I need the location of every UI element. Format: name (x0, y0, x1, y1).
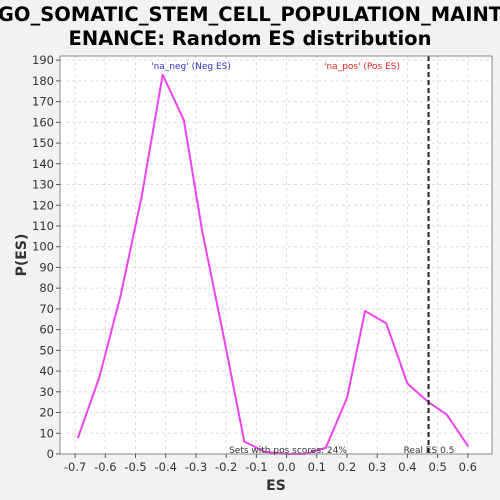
y-tick-label: 190 (32, 53, 54, 67)
y-tick-label: 130 (32, 178, 54, 192)
x-tick-label: 0.5 (428, 460, 446, 474)
x-tick-label: 0.3 (368, 460, 386, 474)
plot-area (60, 56, 492, 454)
y-tick-label: 100 (32, 240, 54, 254)
grid-lines (60, 56, 492, 455)
data-point (243, 440, 246, 443)
chart-title-line-2: ENANCE: Random ES distribution (69, 27, 432, 50)
y-tick-label: 170 (32, 95, 54, 109)
y-tick-label: 160 (32, 115, 54, 129)
data-point (406, 382, 409, 385)
data-point (161, 73, 164, 76)
y-tick-label: 90 (39, 260, 54, 274)
series-layer (77, 73, 469, 455)
data-point (264, 450, 267, 453)
y-tick-label: 10 (39, 426, 54, 440)
y-tick-label: 150 (32, 136, 54, 150)
data-point (140, 195, 143, 198)
pos-scores-note: Sets with pos scores: 24% (229, 446, 347, 456)
data-point (385, 322, 388, 325)
x-tick-label: 0.2 (338, 460, 356, 474)
x-tick-label: -0.4 (155, 460, 177, 474)
x-tick-label: 0.6 (459, 460, 477, 474)
plot-border (59, 55, 493, 455)
y-tick-label: 120 (32, 198, 54, 212)
neg-es-label: 'na_neg' (Neg ES) (151, 62, 231, 72)
data-point (119, 295, 122, 298)
data-point (182, 119, 185, 122)
x-tick-label: 0.4 (398, 460, 416, 474)
y-tick-label: 40 (39, 364, 54, 378)
x-tick-label: -0.3 (185, 460, 207, 474)
x-tick-label: -0.2 (215, 460, 237, 474)
y-tick-label: 30 (39, 385, 54, 399)
y-tick-label: 80 (39, 281, 54, 295)
x-axis-label: ES (266, 478, 286, 494)
y-tick-label: 110 (32, 219, 54, 233)
es-distribution-line-0 (77, 73, 469, 455)
y-tick-label: 180 (32, 74, 54, 88)
y-axis: 0 10 20 30 40 50 60 70 80 90 100 110 120 130 140 150 160… (32, 53, 60, 461)
x-tick-label: -0.6 (94, 460, 116, 474)
y-tick-label: 20 (39, 406, 54, 420)
data-point (98, 376, 101, 379)
data-point (364, 309, 367, 312)
y-tick-label: 60 (39, 323, 54, 337)
real-es-label: Real ES 0.5 (404, 446, 455, 456)
data-point (466, 444, 469, 447)
x-tick-label: -0.5 (124, 460, 146, 474)
x-tick-label: 0.0 (277, 460, 295, 474)
y-tick-label: 140 (32, 157, 54, 171)
x-tick-label: 0.1 (308, 460, 326, 474)
x-tick-label: -0.1 (245, 460, 267, 474)
y-tick-label: 70 (39, 302, 54, 316)
data-point (345, 397, 348, 400)
data-point (445, 413, 448, 416)
data-point (77, 436, 80, 439)
y-tick-label: 50 (39, 343, 54, 357)
y-tick-label: 0 (47, 447, 54, 461)
data-point (324, 446, 327, 449)
x-axis: -0.7 -0.6 -0.5 -0.4 -0.3 -0.2 -0.1 0.0 0.1 0.2 0.3… (64, 454, 477, 474)
data-point (222, 332, 225, 335)
y-axis-label: P(ES) (14, 234, 30, 277)
x-tick-label: -0.7 (64, 460, 86, 474)
data-point (200, 229, 203, 232)
pos-es-label: 'na_pos' (Pos ES) (324, 62, 400, 72)
chart-title-line-1: GO_SOMATIC_STEM_CELL_POPULATION_MAINT (0, 3, 500, 26)
